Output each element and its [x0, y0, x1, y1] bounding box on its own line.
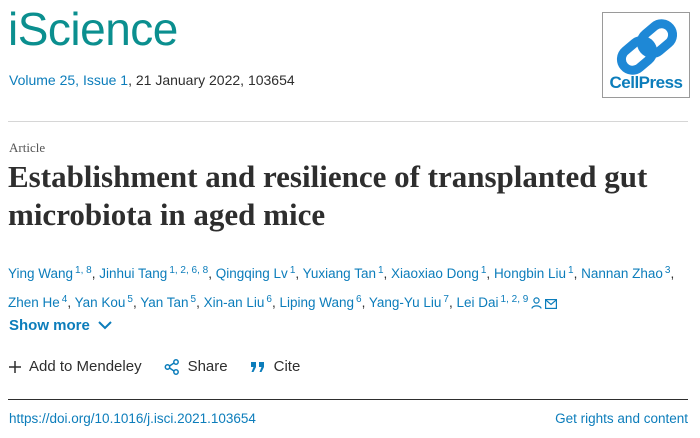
- mail-icon[interactable]: [545, 299, 558, 309]
- author-name: Yang-Yu Liu: [368, 295, 442, 310]
- author-link[interactable]: Xin-an Liu 6: [203, 294, 272, 310]
- author-affiliation: 4: [61, 294, 68, 305]
- author-list: Ying Wang 1, 8, Jinhui Tang 1, 2, 6, 8, Qi…: [8, 265, 675, 310]
- author-link[interactable]: Jinhui Tang 1, 2, 6, 8: [99, 265, 209, 281]
- author-affiliation: 1: [480, 265, 487, 276]
- rights-link[interactable]: Get rights and content: [555, 411, 688, 426]
- article-type: Article: [9, 140, 46, 155]
- author-affiliation: 1, 8: [75, 265, 92, 276]
- author-affiliation: 6: [266, 294, 272, 305]
- author-link[interactable]: Nannan Zhao 3: [581, 265, 671, 281]
- author-link[interactable]: Xiaoxiao Dong 1: [391, 265, 487, 281]
- author-name: Jinhui Tang: [99, 266, 168, 281]
- author-affiliation: 5: [127, 294, 133, 305]
- author-affiliation: 3: [664, 265, 671, 276]
- issue-link[interactable]: Volume 25, Issue 1: [9, 72, 129, 88]
- add-to-mendeley-button[interactable]: Add to Mendeley: [9, 358, 142, 375]
- author-link[interactable]: Qingqing Lv 1: [215, 265, 296, 281]
- author-link[interactable]: Hongbin Liu 1: [493, 265, 574, 281]
- show-more-label: Show more: [9, 317, 90, 334]
- author-affiliation: 5: [190, 294, 197, 305]
- author-name: Lei Dai: [456, 295, 499, 310]
- author-link[interactable]: Lei Dai 1, 2, 9: [456, 294, 529, 310]
- author-name: Yuxiang Tan: [302, 266, 376, 281]
- share-button[interactable]: Share: [164, 358, 228, 375]
- author-link[interactable]: Yang-Yu Liu 7: [368, 294, 449, 310]
- author-name: Yan Tan: [140, 295, 189, 310]
- author-affiliation: 1: [289, 265, 296, 276]
- header-divider: [8, 121, 688, 122]
- cite-button[interactable]: Cite: [250, 358, 301, 375]
- article-title: Establishment and resilience of transpla…: [8, 159, 648, 232]
- author-link[interactable]: Yan Tan 5: [140, 294, 197, 310]
- cellpress-logo[interactable]: CellPress: [602, 12, 690, 98]
- mendeley-label: Add to Mendeley: [29, 358, 142, 375]
- author-name: Ying Wang: [8, 266, 74, 281]
- author-name: Xiaoxiao Dong: [391, 266, 479, 281]
- share-icon: [164, 358, 179, 375]
- doi-link[interactable]: https://doi.org/10.1016/j.isci.2021.1036…: [9, 411, 256, 426]
- author-affiliation: 1, 2, 6, 8: [169, 265, 209, 276]
- cellpress-logo-text: CellPress: [609, 73, 684, 92]
- author-link[interactable]: Ying Wang 1, 8: [8, 265, 92, 281]
- author-affiliation: 7: [443, 294, 449, 305]
- show-more-button[interactable]: Show more: [9, 317, 112, 334]
- cellpress-mark-icon: [616, 19, 678, 75]
- author-name: Nannan Zhao: [581, 266, 663, 281]
- author-name: Yan Kou: [74, 295, 126, 310]
- issue-line: Volume 25, Issue 1, 21 January 2022, 103…: [9, 72, 295, 88]
- author-affiliation: 6: [356, 294, 362, 305]
- plus-icon: [9, 360, 21, 373]
- author-link[interactable]: Liping Wang 6: [279, 294, 362, 310]
- action-bar: Add to Mendeley Share Cite: [9, 358, 322, 375]
- author-name: Hongbin Liu: [493, 266, 566, 281]
- author-affiliation: 1: [568, 265, 574, 276]
- cite-label: Cite: [273, 358, 301, 375]
- author-link[interactable]: Zhen He 4: [8, 294, 68, 310]
- author-link[interactable]: Yan Kou 5: [74, 294, 133, 310]
- author-name: Zhen He: [8, 295, 60, 310]
- author-affiliation: 1, 2, 9: [500, 294, 529, 305]
- author-name: Qingqing Lv: [215, 266, 288, 281]
- author-name: Liping Wang: [279, 295, 355, 310]
- issue-date: , 21 January 2022, 103654: [128, 72, 295, 88]
- footer-divider: [8, 399, 688, 400]
- author-affiliation: 1: [377, 265, 384, 276]
- author-name: Xin-an Liu: [203, 295, 265, 310]
- chevron-down-icon: [98, 321, 112, 330]
- share-label: Share: [187, 358, 228, 375]
- person-icon[interactable]: [531, 297, 542, 309]
- journal-title[interactable]: iScience: [8, 3, 178, 55]
- author-link[interactable]: Yuxiang Tan 1: [302, 265, 384, 281]
- quote-icon: [250, 361, 264, 372]
